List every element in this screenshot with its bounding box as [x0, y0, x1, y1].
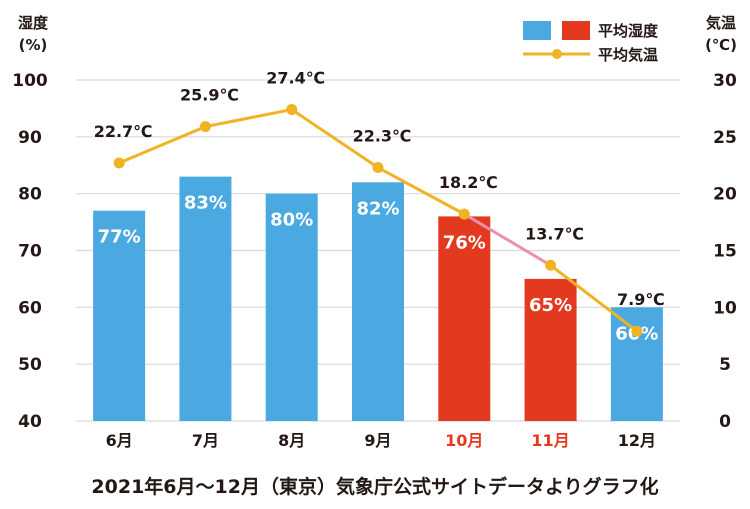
right-tick-label: 30 — [713, 71, 737, 91]
temperature-label: 22.3℃ — [353, 127, 412, 146]
right-axis-title-line1: 気温 — [706, 14, 736, 32]
x-tick-label: 6月 — [106, 431, 133, 450]
temperature-point — [545, 259, 557, 271]
humidity-bars — [93, 176, 663, 421]
temperature-points — [113, 104, 643, 337]
legend-swatch-temperature-dot — [552, 49, 562, 59]
temperature-point — [199, 121, 211, 133]
x-tick-label: 8月 — [278, 431, 305, 450]
legend-label-humidity: 平均湿度 — [598, 22, 659, 40]
humidity-bar-label: 80% — [270, 210, 313, 231]
temperature-point — [458, 208, 470, 220]
left-tick-label: 60 — [18, 298, 42, 318]
left-axis-title-line2: (%) — [19, 36, 48, 54]
left-axis-ticks: 40 50 60 70 80 90 100 — [12, 71, 48, 432]
left-tick-label: 90 — [18, 128, 42, 148]
left-tick-label: 100 — [12, 71, 48, 91]
temperature-line-segment — [290, 108, 380, 170]
right-tick-label: 15 — [713, 242, 737, 262]
humidity-bar-labels: 77%83%80%82%76%65%60% — [98, 193, 659, 345]
right-axis-title-line2: (℃) — [705, 36, 737, 54]
chart-footnote: 2021年6月〜12月（東京）気象庁公式サイトデータよりグラフ化 — [91, 475, 658, 498]
temperature-point — [372, 162, 384, 174]
x-tick-label: 9月 — [364, 431, 391, 450]
right-tick-label: 25 — [713, 128, 737, 148]
temperature-line-segment — [203, 108, 294, 129]
temperature-line-segment — [462, 212, 553, 267]
right-axis-ticks: 0 5 10 15 20 25 30 — [713, 71, 737, 432]
legend-swatch-humidity-normal — [523, 21, 551, 40]
humidity-bar — [524, 278, 577, 421]
x-tick-label: 11月 — [531, 431, 569, 450]
temperature-label: 7.9℃ — [617, 290, 665, 309]
temperature-point — [113, 157, 125, 169]
humidity-bar-label: 65% — [529, 295, 572, 316]
legend-swatch-humidity-highlight — [562, 21, 590, 40]
left-tick-label: 50 — [18, 355, 42, 375]
temperature-label: 27.4℃ — [266, 69, 325, 88]
right-tick-label: 0 — [719, 412, 731, 432]
temperature-line-segment — [549, 263, 639, 333]
x-axis-ticks: 6月 7月 8月 9月 10月 11月 12月 — [106, 431, 656, 450]
temperature-line-segment — [117, 125, 207, 165]
right-tick-label: 20 — [713, 185, 737, 205]
humidity-bar — [179, 176, 232, 421]
right-tick-label: 5 — [719, 355, 731, 375]
temperature-label: 13.7℃ — [525, 224, 584, 243]
left-tick-label: 70 — [18, 242, 42, 262]
temperature-labels: 22.7℃ 25.9℃ 27.4℃ 22.3℃ 18.2℃ 13.7℃ 7.9℃ — [94, 69, 665, 310]
temperature-point — [286, 104, 298, 116]
right-tick-label: 10 — [713, 298, 737, 318]
humidity-bar-label: 76% — [443, 232, 486, 253]
humidity-bar — [265, 193, 318, 421]
temperature-label: 18.2℃ — [439, 173, 498, 192]
humidity-bar-label: 82% — [356, 198, 399, 219]
x-tick-label: 7月 — [192, 431, 219, 450]
temperature-line-segment — [376, 166, 466, 216]
temperature-point — [631, 325, 643, 337]
humidity-bar — [438, 216, 491, 421]
humidity-bar — [93, 210, 146, 421]
legend-label-temperature: 平均気温 — [598, 46, 658, 64]
humidity-bar-label: 77% — [98, 227, 141, 248]
x-tick-label: 12月 — [618, 431, 656, 450]
left-axis-title-line1: 湿度 — [18, 14, 49, 32]
humidity-bar-label: 83% — [184, 193, 227, 214]
left-tick-label: 40 — [18, 412, 42, 432]
temperature-label: 25.9℃ — [180, 86, 239, 105]
left-tick-label: 80 — [18, 185, 42, 205]
x-tick-label: 10月 — [445, 431, 483, 450]
temperature-line — [117, 108, 639, 333]
temperature-label: 22.7℃ — [94, 122, 153, 141]
legend: 平均湿度 平均気温 — [523, 21, 659, 64]
humidity-bar — [352, 182, 404, 421]
